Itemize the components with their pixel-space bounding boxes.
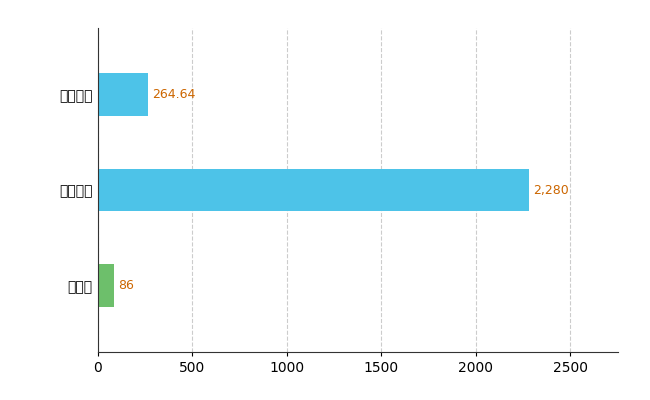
Bar: [98, 168, 528, 212]
Text: 2,280: 2,280: [534, 184, 569, 196]
Text: 86: 86: [118, 279, 135, 292]
Bar: [98, 73, 148, 116]
Bar: [98, 264, 114, 307]
Text: 264.64: 264.64: [152, 88, 196, 101]
